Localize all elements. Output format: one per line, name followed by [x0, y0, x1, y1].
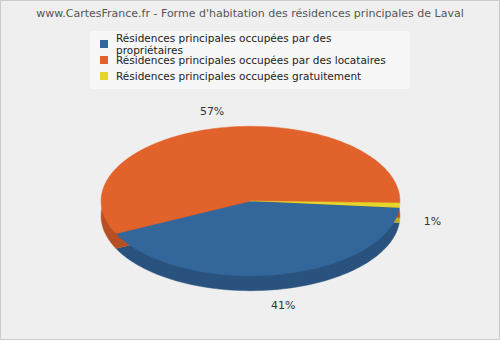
- html-text:www.CartesFrance.fr - Forme d': www.CartesFrance.fr - Forme d'habitation…: [36, 7, 464, 20]
- html-text:Résidences principales occupée: Résidences principales occupées par des …: [116, 32, 332, 56]
- svg-text:57%: 57%: [200, 105, 224, 118]
- html-text:Résidences principales occupée: Résidences principales occupées gratuite…: [116, 70, 362, 82]
- html-text:Résidences principales occupée: Résidences principales occupées par des …: [116, 54, 386, 66]
- svg-text:1%: 1%: [424, 215, 441, 228]
- svg-text:41%: 41%: [271, 299, 295, 312]
